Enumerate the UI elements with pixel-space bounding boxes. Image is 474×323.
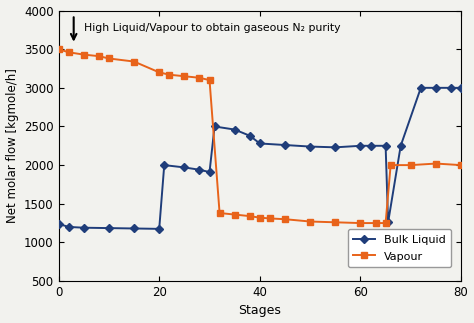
Bulk Liquid xyxy=(56,222,62,226)
Vapour xyxy=(197,76,202,80)
Bulk Liquid xyxy=(385,220,391,224)
Bulk Liquid xyxy=(207,170,212,174)
Bulk Liquid xyxy=(247,134,253,138)
Bulk Liquid xyxy=(307,145,313,149)
Bulk Liquid xyxy=(131,226,137,230)
Bulk Liquid xyxy=(257,141,263,145)
Bulk Liquid xyxy=(357,144,363,148)
Vapour xyxy=(433,162,439,165)
Vapour xyxy=(232,213,237,216)
Vapour xyxy=(357,221,363,225)
Vapour xyxy=(217,211,222,215)
Bulk Liquid xyxy=(182,165,187,169)
Vapour xyxy=(166,73,172,77)
Vapour xyxy=(388,163,393,167)
Vapour xyxy=(267,216,273,220)
Vapour xyxy=(458,163,464,167)
Bulk Liquid xyxy=(368,144,374,148)
Legend: Bulk Liquid, Vapour: Bulk Liquid, Vapour xyxy=(347,229,452,267)
Vapour xyxy=(332,220,338,224)
Vapour xyxy=(66,50,72,54)
Vapour xyxy=(257,216,263,220)
Bulk Liquid xyxy=(458,86,464,90)
Vapour xyxy=(182,74,187,78)
Vapour xyxy=(207,78,212,82)
Vapour xyxy=(373,221,378,225)
Vapour xyxy=(96,54,102,58)
Bulk Liquid xyxy=(232,128,237,131)
Bulk Liquid xyxy=(106,226,112,230)
Vapour xyxy=(81,53,87,57)
Vapour xyxy=(307,220,313,224)
Text: High Liquid/Vapour to obtain gaseous N₂ purity: High Liquid/Vapour to obtain gaseous N₂ … xyxy=(84,23,340,33)
X-axis label: Stages: Stages xyxy=(238,305,281,318)
Bulk Liquid xyxy=(212,125,218,129)
Bulk Liquid xyxy=(156,227,162,231)
Bulk Liquid xyxy=(282,143,288,147)
Bulk Liquid xyxy=(197,168,202,172)
Bulk Liquid xyxy=(81,226,87,230)
Vapour xyxy=(282,217,288,221)
Vapour xyxy=(106,57,112,60)
Bulk Liquid xyxy=(398,144,403,148)
Vapour xyxy=(131,60,137,64)
Bulk Liquid xyxy=(433,86,439,90)
Bulk Liquid xyxy=(332,145,338,149)
Bulk Liquid xyxy=(66,225,72,229)
Bulk Liquid xyxy=(383,144,389,148)
Vapour xyxy=(56,47,62,51)
Vapour xyxy=(408,163,414,167)
Bulk Liquid xyxy=(162,163,167,167)
Vapour xyxy=(247,214,253,218)
Vapour xyxy=(156,70,162,74)
Line: Bulk Liquid: Bulk Liquid xyxy=(56,85,464,232)
Vapour xyxy=(383,221,389,225)
Line: Vapour: Vapour xyxy=(56,47,464,226)
Bulk Liquid xyxy=(418,86,424,90)
Bulk Liquid xyxy=(448,86,454,90)
Y-axis label: Net molar flow [kgmole/h]: Net molar flow [kgmole/h] xyxy=(6,68,18,223)
